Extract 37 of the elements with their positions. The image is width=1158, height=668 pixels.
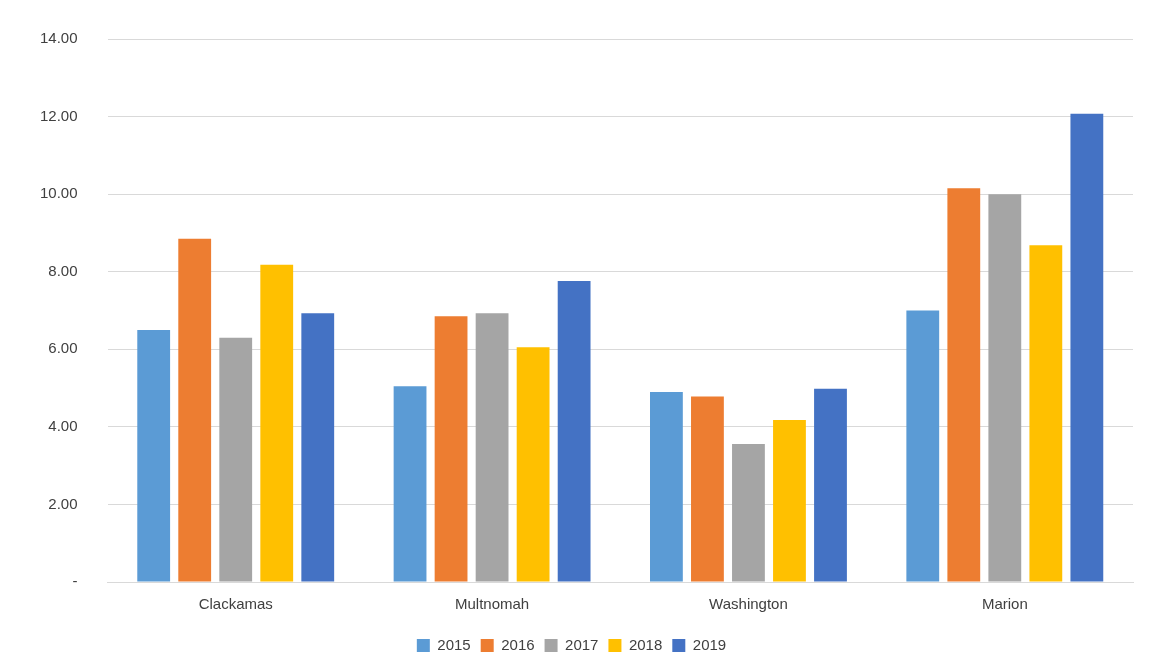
x-tick-label: Multnomah xyxy=(454,595,530,613)
bar xyxy=(1070,113,1104,582)
bar xyxy=(475,313,509,582)
x-tick-label: Clackamas xyxy=(198,595,273,613)
bar xyxy=(178,238,212,582)
bar xyxy=(691,396,724,582)
y-tick-label: 6.00 xyxy=(48,339,78,357)
legend-label: 2018 xyxy=(628,635,663,653)
bar xyxy=(906,310,940,582)
bar xyxy=(557,281,591,582)
legend-label: 2019 xyxy=(692,635,727,653)
legend-label: 2016 xyxy=(501,635,535,653)
bar xyxy=(650,391,683,582)
bar xyxy=(988,194,1022,582)
legend-label: 2015 xyxy=(437,635,471,653)
bar xyxy=(260,264,294,582)
bar xyxy=(219,337,253,582)
x-tick-label: Washington xyxy=(709,595,788,613)
bar xyxy=(516,347,550,582)
bar xyxy=(773,419,806,582)
x-tick-label: Marion xyxy=(981,595,1028,613)
bar xyxy=(137,329,171,582)
bar xyxy=(732,443,765,582)
y-tick-label: 2.00 xyxy=(48,494,78,512)
bar xyxy=(947,188,981,582)
y-tick-label: - xyxy=(72,572,78,590)
bar xyxy=(393,386,427,582)
bar xyxy=(1029,245,1063,582)
y-tick-label: 4.00 xyxy=(48,417,78,434)
y-tick-label: 10.00 xyxy=(39,184,78,202)
legend-label: 2017 xyxy=(565,635,599,653)
y-tick-label: 12.00 xyxy=(39,106,78,124)
bar xyxy=(434,316,468,582)
bar xyxy=(301,313,335,582)
bar xyxy=(814,388,847,582)
y-tick-label: 8.00 xyxy=(48,261,78,279)
y-tick-label: 14.00 xyxy=(39,29,78,47)
